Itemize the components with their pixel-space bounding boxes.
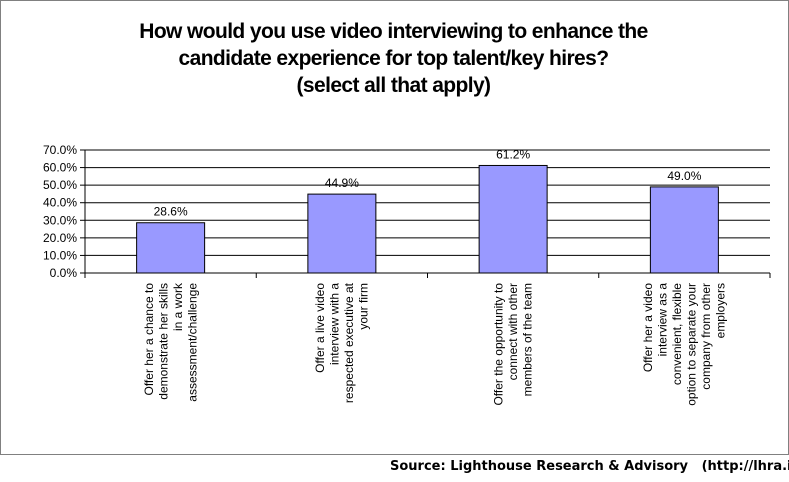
category-label-line: interview as a [656,283,670,357]
data-label: 61.2% [496,147,530,161]
y-tick-label: 0.0% [50,266,78,280]
axes [80,149,771,278]
y-tick-label: 50.0% [43,178,77,192]
category-label-line: assessment/challenge [185,283,199,402]
y-tick-label: 60.0% [43,161,77,175]
data-label: 28.6% [154,205,188,219]
category-label: Offer the opportunity to connect with oth… [492,283,535,406]
category-label-line: Offer her a video [641,283,655,372]
category-label-line: demonstrate her skills [156,283,170,400]
bar-chart: 0.0% 10.0% 20.0% 30.0% 40.0% 50.0% 60.0% 70.0% 2… [43,143,771,406]
chart-title-line-2: candidate experience for top talent/key … [178,47,609,70]
chart-title: How would you use video interviewing to … [0,18,787,99]
category-label-line: respected executive at [342,282,356,403]
labels: 0.0% 10.0% 20.0% 30.0% 40.0% 50.0% 60.0% 70.0% 2… [43,143,728,406]
category-label-line: Offer the opportunity to [492,283,506,406]
source-note: Source: Lighthouse Research & Advisory (… [390,459,789,474]
bar [307,193,377,274]
data-label: 49.0% [667,169,701,183]
y-tick-label: 40.0% [43,196,77,210]
category-label-line: Offer a live video [313,283,327,373]
category-label-line: your firm [357,283,371,330]
bar [136,222,206,274]
category-label-line: convenient, flexible [670,283,684,385]
category-label-line: company from other [699,283,713,390]
y-tick-label: 70.0% [43,143,77,157]
category-label-line: Offer her a chance to [142,283,156,396]
category-label-line: option to separate your [685,283,699,406]
category-label: Offer a live video interview with a respec… [313,282,371,403]
bars [136,164,719,274]
category-label-line: employers [714,283,728,338]
category-label: Offer her a video interview as a convenien… [641,283,728,406]
data-label: 44.9% [325,176,359,190]
category-label-line: in a work [171,282,185,331]
y-tick-label: 20.0% [43,231,77,245]
category-label-line: members of the team [521,283,535,396]
bar [478,164,548,274]
bar [649,186,719,274]
y-tick-label: 10.0% [43,248,77,262]
category-label-line: interview with a [328,283,342,365]
category-label: Offer her a chance to demonstrate her ski… [142,282,200,402]
chart-title-line-1: How would you use video interviewing to … [139,20,648,43]
chart-title-line-3: (select all that apply) [296,74,492,97]
y-tick-label: 30.0% [43,213,77,227]
category-label-line: connect with other [506,283,520,380]
